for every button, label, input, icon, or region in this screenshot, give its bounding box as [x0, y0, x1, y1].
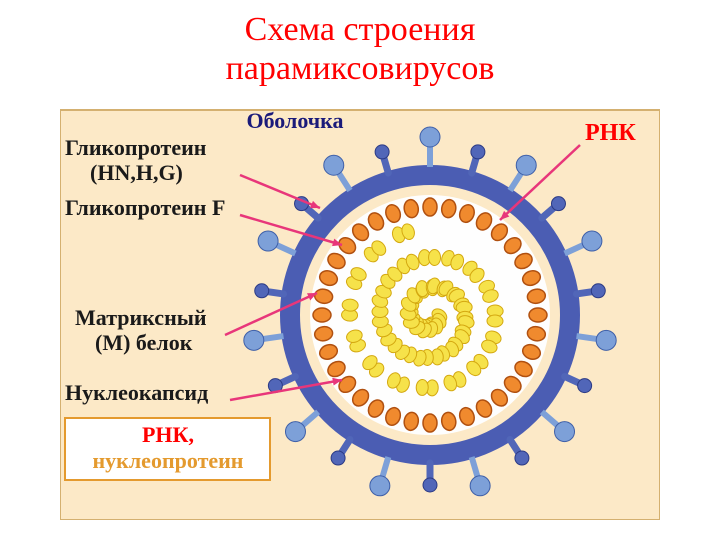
title-line-2: парамиксовирусов: [226, 50, 495, 87]
spike-f-head: [551, 197, 565, 211]
label-box-2: нуклеопротеин: [92, 448, 243, 473]
spike-hn-head: [582, 231, 602, 251]
spike-hn-head: [370, 476, 390, 496]
spike-hn-head: [244, 330, 264, 350]
capsid-bead: [423, 198, 437, 216]
spike-hn-head: [285, 422, 305, 442]
label-glyco-hn-1: Гликопротеин: [65, 135, 207, 160]
capsid-bead: [423, 414, 437, 432]
title-line-1: Схема строения: [245, 11, 476, 48]
spike-f-head: [423, 478, 437, 492]
spike-hn-head: [258, 231, 278, 251]
capsid-bead: [529, 308, 547, 322]
label-envelope: Оболочка: [246, 108, 343, 133]
spike-hn-head: [420, 127, 440, 147]
virus-diagram: Оболочка Гликопротеин(HN,H,G) Гликопротеин…: [60, 100, 660, 520]
spike-f-head: [471, 145, 485, 159]
label-glyco-hn-2: (HN,H,G): [90, 160, 183, 185]
label-nucleocapsid: Нуклеокапсид: [65, 380, 208, 405]
label-box-1: РНК,: [142, 422, 194, 447]
spike-f-head: [578, 379, 592, 393]
spike-f-head: [375, 145, 389, 159]
label-rnk: РНК: [585, 120, 636, 146]
spike-hn-head: [324, 155, 344, 175]
spike-f-head: [255, 284, 269, 298]
capsid-bead: [313, 308, 331, 322]
spike-f-head: [591, 284, 605, 298]
label-matrix-2: (М) белок: [95, 330, 193, 355]
slide-title: Схема строения парамиксовирусов: [0, 10, 720, 88]
spike-hn-head: [555, 422, 575, 442]
spike-hn-head: [516, 155, 536, 175]
spike-hn-head: [596, 330, 616, 350]
virus-svg: Оболочка Гликопротеин(HN,H,G) Гликопротеин…: [60, 100, 660, 520]
slide: Схема строения парамиксовирусов Оболочка…: [0, 0, 720, 540]
label-glyco-f: Гликопротеин F: [65, 195, 225, 220]
spike-f-head: [331, 451, 345, 465]
spike-hn-head: [470, 476, 490, 496]
label-matrix-1: Матриксный: [75, 305, 207, 330]
spike-f-head: [515, 451, 529, 465]
